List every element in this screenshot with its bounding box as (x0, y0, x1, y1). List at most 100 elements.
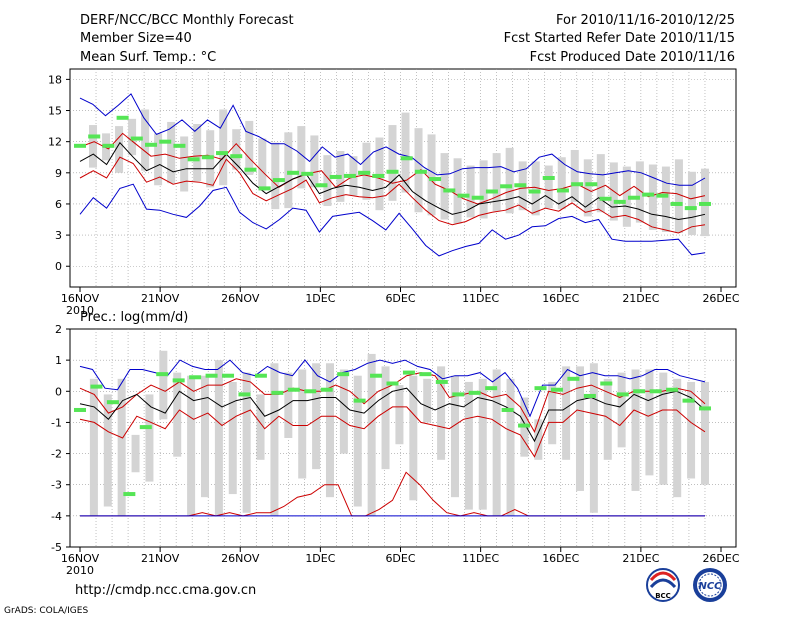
daily-marker (649, 389, 662, 394)
daily-marker (287, 170, 300, 175)
spread-box (570, 149, 579, 202)
spread-box (200, 375, 209, 498)
spread-box (323, 155, 332, 207)
daily-marker (287, 387, 300, 392)
daily-marker (443, 188, 456, 193)
y-tick-label: 9 (55, 167, 62, 180)
spread-box (145, 394, 154, 482)
spread-box (154, 133, 163, 186)
daily-marker (189, 375, 202, 380)
daily-marker (600, 381, 613, 386)
spread-box (159, 350, 168, 420)
series-line-min-spread (80, 471, 705, 517)
y-tick-label: -3 (51, 479, 62, 492)
x-tick-label: 11DEC (462, 552, 499, 565)
panel1-title: Mean Surf. Temp.: °C (80, 50, 216, 65)
daily-marker (304, 389, 317, 394)
spread-box (375, 137, 384, 211)
daily-marker (585, 182, 598, 187)
spread-box (388, 125, 397, 201)
y-tick-label: 6 (55, 198, 62, 211)
y-tick-label: 12 (48, 136, 62, 149)
daily-marker (358, 170, 371, 175)
daily-marker (400, 156, 413, 161)
precipitation-panel: -5 -4 -3 -2 -1 0 1 2 16NOV 21NOV 26NOV 1DEC 6DEC 11DE… (51, 323, 740, 577)
spread-box (180, 136, 189, 192)
daily-marker (567, 376, 580, 381)
spread-box (367, 353, 376, 516)
y-tick-label: 18 (48, 73, 62, 86)
daily-marker (320, 387, 333, 392)
daily-marker (518, 423, 531, 428)
daily-marker (627, 195, 640, 200)
daily-marker (238, 392, 251, 397)
daily-marker (500, 184, 513, 189)
spread-box (544, 165, 553, 209)
spread-box (659, 372, 668, 485)
y-tick-label: 0 (55, 385, 62, 398)
daily-marker (642, 192, 655, 197)
daily-marker (485, 386, 498, 391)
spread-box (284, 132, 293, 209)
plot-frame (69, 328, 737, 548)
daily-marker (698, 201, 711, 206)
spread-box (603, 378, 612, 460)
spread-box (297, 126, 306, 189)
daily-marker (457, 193, 470, 198)
series-line-lower (79, 406, 706, 458)
daily-marker (429, 177, 442, 182)
spread-box (401, 112, 410, 193)
spread-box (258, 138, 267, 191)
daily-marker (656, 193, 669, 198)
daily-marker (244, 167, 257, 172)
x-tick-label: 16NOV (61, 552, 100, 565)
spread-box (589, 363, 598, 513)
series-line-upper (79, 132, 706, 205)
spread-box (700, 381, 709, 485)
y-tick-label: 1 (55, 354, 62, 367)
daily-marker (201, 155, 214, 160)
spread-box (492, 369, 501, 516)
x-year-label: 2010 (66, 304, 94, 317)
spread-box (661, 166, 670, 232)
ncc-logo-text: NCC (698, 581, 722, 592)
spread-box (339, 369, 348, 454)
daily-marker (254, 373, 267, 378)
daily-marker (534, 386, 547, 391)
daily-marker (666, 387, 679, 392)
daily-marker (88, 134, 101, 139)
x-tick-label: 21NOV (141, 552, 180, 565)
spread-box (648, 164, 657, 230)
series-line-mean (79, 387, 706, 443)
daily-marker (90, 384, 103, 389)
panel2-title: Prec.: log(mm/d) (80, 310, 188, 325)
x-tick-label: 1DEC (305, 552, 335, 565)
daily-marker (173, 143, 186, 148)
daily-marker (102, 143, 115, 148)
daily-marker (684, 206, 697, 211)
spread-box (117, 378, 126, 516)
x-tick-label: 26DEC (702, 552, 739, 565)
spread-box (505, 147, 514, 214)
daily-marker (172, 378, 185, 383)
daily-marker (230, 154, 243, 159)
spread-box (256, 394, 265, 460)
spread-box (453, 158, 462, 224)
source-url: http://cmdp.ncc.cma.gov.cn (75, 583, 256, 598)
daily-marker (550, 387, 563, 392)
daily-marker (301, 171, 314, 176)
daily-marker (145, 142, 158, 147)
spread-box (298, 369, 307, 479)
spread-box (423, 378, 432, 423)
daily-marker (414, 169, 427, 174)
spread-box (284, 372, 293, 438)
spread-box (531, 161, 540, 216)
daily-marker (222, 373, 235, 378)
spread-box (450, 375, 459, 498)
daily-marker (205, 373, 218, 378)
daily-marker (386, 381, 399, 386)
bcc-logo: BCC (646, 568, 680, 602)
ncc-logo: NCC (693, 568, 727, 602)
spread-box (173, 372, 182, 457)
spread-box (617, 372, 626, 448)
